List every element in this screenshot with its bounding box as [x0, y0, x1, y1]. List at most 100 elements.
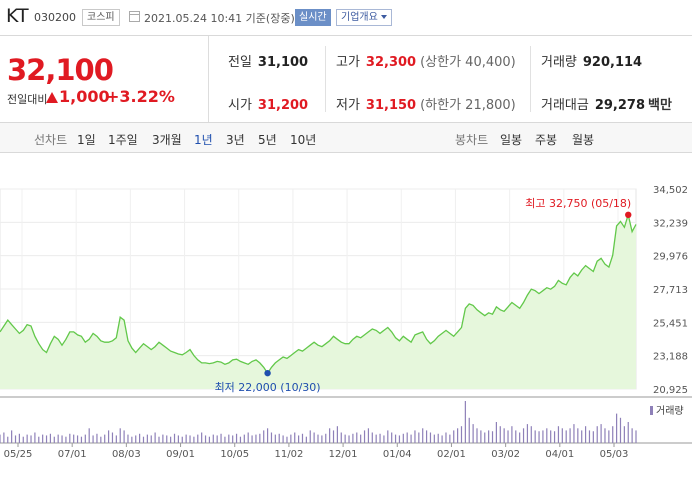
volume-bar — [193, 436, 195, 443]
volume-bar — [437, 433, 439, 443]
stat-label: 거래대금 — [541, 98, 589, 113]
volume-bar — [391, 432, 393, 443]
volume-bar — [612, 426, 614, 443]
volume-bar — [150, 435, 152, 443]
realtime-button[interactable]: 실시간 — [295, 9, 331, 26]
volume-bar — [577, 428, 579, 443]
volume-bar — [131, 436, 133, 443]
company-info-dropdown[interactable]: 기업개요 — [336, 9, 392, 26]
price-chart: 최고 32,750 (05/18) 최저 22,000 (10/30) 34,50… — [0, 153, 692, 478]
volume-bar — [561, 428, 563, 443]
stat-value: 31,200 — [257, 98, 309, 113]
volume-bar — [422, 428, 424, 443]
lower-limit: (하한가 21,800) — [420, 98, 516, 113]
volume-bar — [352, 433, 354, 443]
volume-bar — [453, 430, 455, 443]
volume-bar — [332, 430, 335, 443]
volume-bar — [406, 432, 408, 443]
volume-bar — [371, 432, 373, 443]
up-triangle-icon — [46, 92, 58, 103]
tab-period[interactable]: 5년 — [258, 133, 277, 147]
volume-bar — [142, 436, 145, 443]
stats-grid: 전일 31,100 시가 31,200 고가 32,300 (상한가 40,400) 저… — [210, 36, 692, 122]
volume-bar — [542, 430, 544, 443]
volume-bar — [538, 431, 540, 443]
tab-period[interactable]: 1일 — [77, 133, 96, 147]
volume-bar — [177, 435, 179, 443]
volume-bar — [565, 430, 567, 443]
x-tick-label: 08/03 — [112, 449, 141, 460]
volume-bar — [266, 428, 269, 443]
volume-bar — [239, 436, 242, 443]
volume-bar — [80, 436, 83, 443]
volume-bar — [88, 428, 90, 443]
stat-value: 31,100 — [257, 55, 309, 70]
volume-bar — [220, 433, 222, 443]
volume-bar — [42, 434, 44, 443]
volume-bar — [49, 433, 52, 443]
upper-limit: (상한가 40,400) — [420, 55, 516, 70]
volume-bar — [573, 424, 575, 443]
volume-bar — [259, 433, 261, 443]
volume-legend-label: 거래량 — [656, 405, 684, 417]
volume-bar — [317, 434, 319, 443]
stat-amount: 거래대금 29,278 백만 — [541, 94, 672, 113]
volume-bar — [154, 432, 156, 443]
volume-bar — [569, 428, 571, 443]
volume-bar — [530, 426, 532, 443]
candle-chart-label: 봉차트 — [455, 133, 489, 147]
x-tick-label: 04/01 — [545, 449, 574, 460]
volume-bar — [596, 426, 598, 443]
y-tick-label: 23,188 — [653, 352, 688, 363]
tab-period[interactable]: 3년 — [226, 133, 245, 147]
y-tick-label: 20,925 — [653, 385, 688, 396]
volume-bar — [445, 432, 447, 443]
tab-period[interactable]: 1주일 — [108, 133, 138, 147]
volume-bar — [185, 434, 187, 443]
volume-bar — [119, 428, 121, 443]
volume-bar — [588, 430, 591, 443]
volume-bar — [104, 434, 106, 443]
volume-bar — [468, 417, 470, 443]
volume-bar — [34, 432, 36, 443]
volume-bar — [14, 435, 17, 443]
volume-bar — [616, 413, 618, 443]
volume-bar — [135, 435, 137, 443]
volume-bar — [592, 431, 594, 443]
volume-bar — [45, 435, 48, 443]
volume-bar — [61, 435, 63, 443]
stock-name: KT — [6, 5, 29, 27]
tab-candle[interactable]: 일봉 — [500, 133, 523, 147]
volume-bar — [247, 432, 249, 443]
volume-bar — [519, 432, 521, 443]
stat-value: 31,150 — [365, 98, 417, 113]
volume-bar — [321, 435, 323, 443]
tab-period[interactable]: 10년 — [290, 133, 317, 147]
volume-bar — [584, 426, 587, 443]
volume-bar — [484, 432, 486, 443]
tab-candle[interactable]: 월봉 — [572, 133, 595, 147]
volume-bar — [344, 434, 346, 443]
volume-bar — [123, 430, 125, 443]
volume-bar — [515, 430, 517, 443]
stat-open: 시가 31,200 — [228, 94, 308, 113]
volume-bar — [92, 435, 94, 443]
tab-period[interactable]: 3개월 — [152, 133, 182, 147]
volume-bar — [251, 435, 253, 443]
volume-bar — [507, 430, 509, 443]
y-tick-label: 29,976 — [653, 252, 688, 263]
volume-bar — [581, 430, 583, 443]
price-line — [0, 212, 637, 375]
volume-bar — [139, 433, 141, 443]
volume-bar — [623, 426, 625, 443]
tab-candle[interactable]: 주봉 — [535, 133, 558, 147]
tab-period-selected[interactable]: 1년 — [194, 133, 213, 147]
volume-bar — [460, 426, 463, 443]
stat-label: 저가 — [336, 98, 360, 113]
y-tick-label: 25,451 — [653, 318, 688, 329]
volume-bar — [383, 435, 385, 443]
volume-bar — [201, 432, 203, 443]
volume-bar — [301, 433, 304, 443]
volume-bar — [398, 435, 401, 443]
volume-bar — [534, 430, 536, 443]
